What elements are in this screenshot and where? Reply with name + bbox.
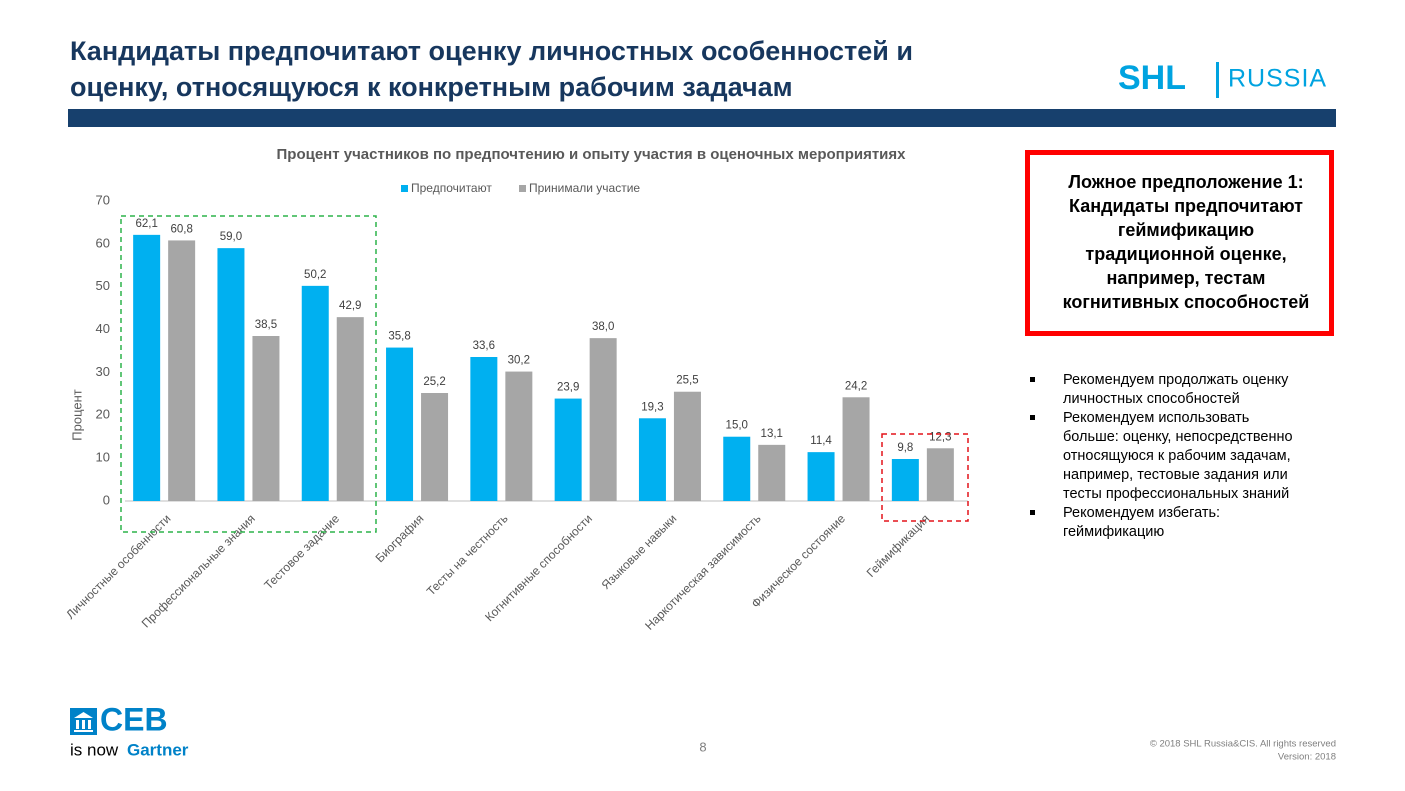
- y-tick-label: 10: [96, 450, 110, 465]
- x-tick-label: Тесты на честность: [424, 511, 511, 598]
- bullet-text: например, тестовые задания или: [1063, 467, 1288, 483]
- y-axis-label: Процент: [69, 389, 84, 441]
- legend-label: Принимали участие: [529, 181, 640, 195]
- callout-line: Кандидаты предпочитают: [1069, 196, 1303, 216]
- data-label: 38,0: [592, 321, 614, 333]
- data-label: 62,1: [135, 218, 157, 230]
- data-label: 15,0: [726, 420, 748, 432]
- data-label: 9,8: [897, 442, 913, 454]
- bar: [673, 391, 701, 501]
- data-label: 19,3: [641, 401, 663, 413]
- x-tick-label: Языковые навыки: [599, 511, 680, 592]
- bar: [842, 397, 870, 501]
- bar: [386, 347, 414, 501]
- bullet-text: Рекомендуем использовать: [1063, 410, 1249, 426]
- bullet-marker: [1030, 510, 1035, 515]
- ceb-is-now: is now: [70, 740, 119, 759]
- bar: [133, 234, 161, 501]
- bar: [217, 248, 245, 501]
- bar: [554, 398, 582, 501]
- bar: [926, 448, 954, 501]
- slide-title: Кандидаты предпочитают оценку личностных…: [70, 36, 913, 66]
- bullet-marker: [1030, 377, 1035, 382]
- data-label: 11,4: [810, 435, 832, 447]
- bullets: Рекомендуем продолжать оценку личностных …: [1030, 372, 1293, 540]
- bar: [252, 336, 280, 501]
- data-label: 13,1: [761, 428, 783, 440]
- data-label: 35,8: [388, 331, 410, 343]
- callout-box: [1025, 150, 1334, 336]
- bar: [807, 452, 835, 501]
- y-tick-label: 20: [96, 407, 110, 422]
- data-label: 42,9: [339, 300, 361, 312]
- plot: 0 10 20 30 40 50 60 70 Предпочитают Принимали уча…: [63, 181, 968, 633]
- data-label: 30,2: [508, 355, 530, 367]
- data-label: 25,5: [676, 375, 698, 387]
- bullet-text: Рекомендуем избегать:: [1063, 505, 1220, 521]
- logo-brand: SHL: [1118, 59, 1186, 97]
- data-label: 24,2: [845, 380, 867, 392]
- data-label: 60,8: [170, 223, 192, 235]
- ceb-logo: CEB: [100, 701, 168, 737]
- data-label: 38,5: [255, 319, 277, 331]
- bar: [638, 418, 666, 501]
- callout-line: например, тестам: [1107, 268, 1266, 288]
- x-tick-label: Биография: [373, 511, 427, 565]
- callout-line: Ложное предположение 1:: [1068, 172, 1303, 192]
- bar: [723, 436, 751, 501]
- callout-line: геймификацию: [1118, 220, 1254, 240]
- callout-line: когнитивных способностей: [1063, 292, 1310, 312]
- bullet-marker: [1030, 415, 1035, 420]
- bullet-text: Рекомендуем продолжать оценку: [1063, 372, 1289, 388]
- data-label: 12,3: [929, 431, 951, 443]
- x-tick-label: Физическое состояние: [749, 511, 848, 610]
- gartner-logo: Gartner: [127, 740, 189, 759]
- y-tick-label: 30: [96, 364, 110, 379]
- bar: [505, 371, 533, 501]
- bar: [891, 459, 919, 501]
- y-tick-label: 40: [96, 321, 110, 336]
- slide-title: оценку, относящуюся к конкретным рабочим…: [70, 72, 793, 102]
- bullet-text: тесты профессиональных знаний: [1063, 486, 1289, 502]
- bar: [336, 317, 364, 501]
- bar: [421, 393, 449, 501]
- y-tick-label: 50: [96, 278, 110, 293]
- data-label: 59,0: [220, 231, 242, 243]
- highlight-box: [120, 215, 377, 533]
- chart-title: Процент участников по предпочтению и опы…: [277, 146, 907, 163]
- bar: [470, 357, 498, 501]
- legend-swatch: [519, 185, 526, 192]
- legend-label: Предпочитают: [411, 181, 492, 195]
- data-label: 33,6: [473, 340, 495, 352]
- highlight-box: [881, 433, 969, 522]
- y-tick-label: 60: [96, 235, 110, 250]
- data-label: 50,2: [304, 269, 326, 281]
- bullet-text: относящуюся к рабочим задачам,: [1063, 448, 1291, 464]
- y-tick-label: 0: [103, 492, 110, 507]
- bullet-text: личностных способностей: [1063, 391, 1240, 407]
- logo-divider: [1216, 62, 1219, 98]
- bar: [168, 240, 196, 501]
- y-tick-label: 70: [96, 192, 110, 207]
- callout-line: традиционной оценке,: [1085, 244, 1286, 264]
- bar: [589, 338, 617, 501]
- legend-swatch: [401, 185, 408, 192]
- logo-region: RUSSIA: [1228, 65, 1327, 93]
- data-label: 23,9: [557, 382, 579, 394]
- bar: [301, 285, 329, 501]
- data-label: 25,2: [423, 376, 445, 388]
- ceb-icon-glyph: [74, 712, 93, 732]
- bullet-text: больше: оценку, непосредственно: [1063, 429, 1293, 445]
- x-tick-label: Тестовое задание: [261, 511, 342, 592]
- bullet-text: геймификацию: [1063, 524, 1164, 540]
- copyright: © 2018 SHL Russia&CIS. All rights reserv…: [1150, 739, 1336, 750]
- header-bar: [68, 109, 1336, 127]
- bar: [758, 444, 786, 501]
- version: Version: 2018: [1278, 752, 1336, 763]
- page-number: 8: [699, 739, 706, 754]
- callout: Ложное предположение 1: Кандидаты предпоч…: [1063, 172, 1310, 312]
